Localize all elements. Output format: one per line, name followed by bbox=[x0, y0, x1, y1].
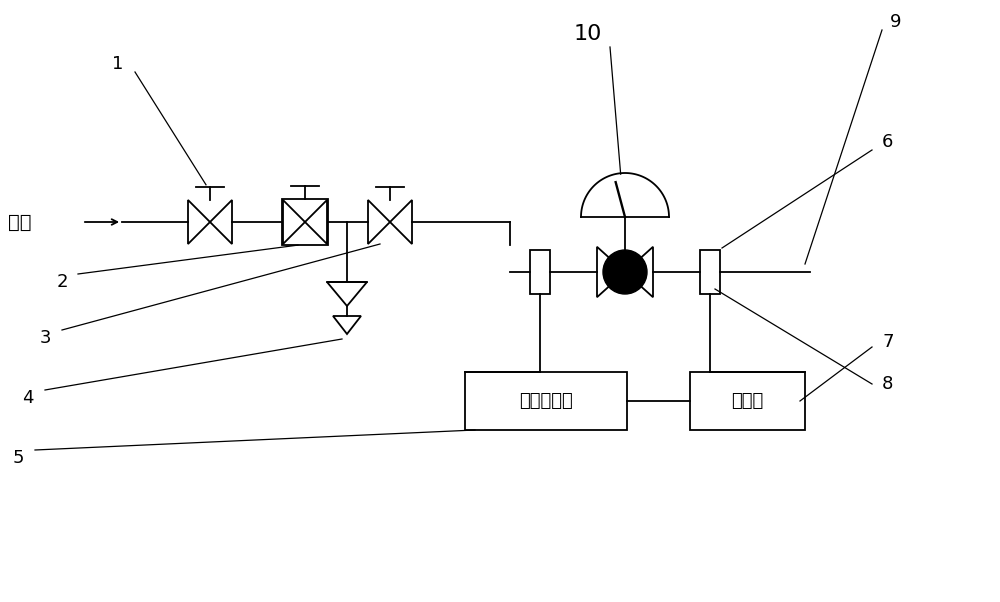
Circle shape bbox=[603, 250, 647, 294]
Bar bbox=[465, 372, 627, 430]
Text: 3: 3 bbox=[39, 329, 51, 347]
Text: 10: 10 bbox=[574, 24, 602, 44]
Bar bbox=[530, 250, 550, 294]
Text: 4: 4 bbox=[22, 389, 34, 407]
Text: 6: 6 bbox=[882, 133, 893, 151]
Text: 7: 7 bbox=[882, 333, 894, 351]
Bar bbox=[690, 372, 805, 430]
Text: 气源: 气源 bbox=[8, 213, 32, 232]
Text: 9: 9 bbox=[890, 13, 902, 31]
Text: 8: 8 bbox=[882, 375, 893, 393]
Text: 2: 2 bbox=[56, 273, 68, 291]
Bar bbox=[282, 199, 328, 245]
Text: 数据采集器: 数据采集器 bbox=[519, 392, 573, 410]
Text: 5: 5 bbox=[12, 449, 24, 467]
Text: 计算机: 计算机 bbox=[731, 392, 764, 410]
Text: 1: 1 bbox=[112, 55, 124, 73]
Bar bbox=[700, 250, 720, 294]
